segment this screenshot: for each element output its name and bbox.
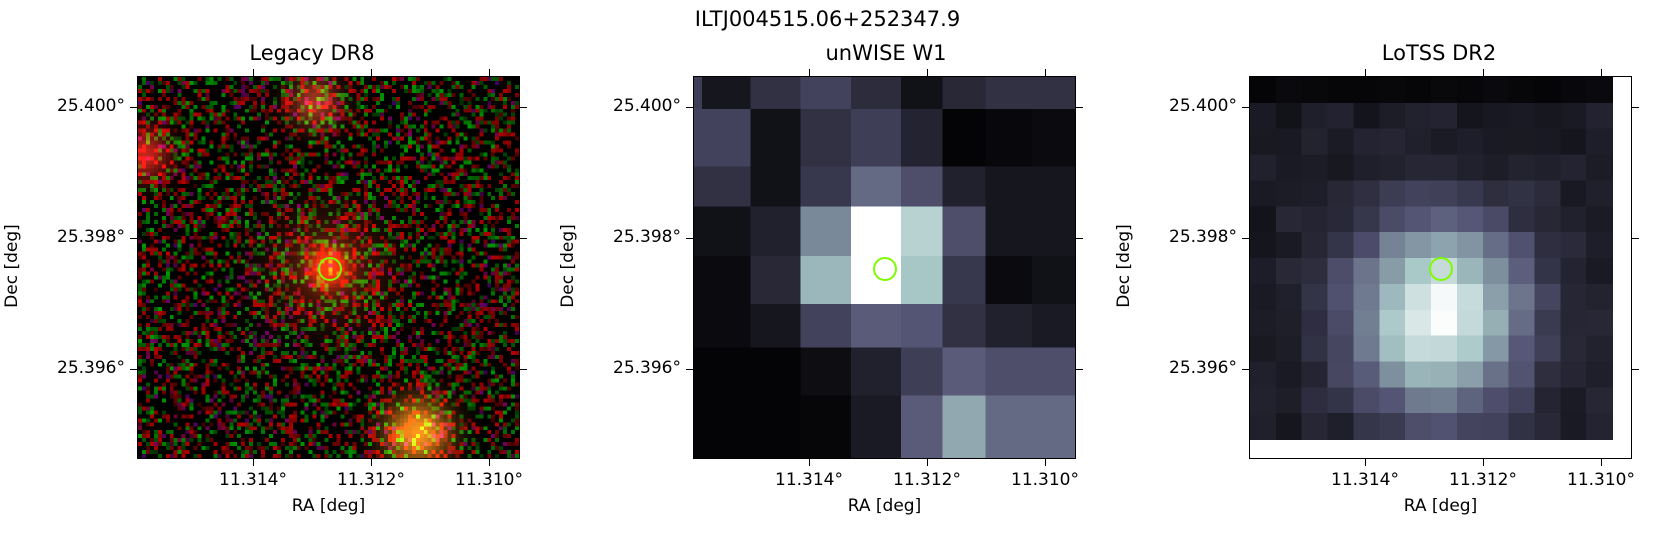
x-tick-top: [1483, 69, 1485, 76]
x-axis-title: RA [deg]: [1403, 496, 1478, 516]
y-tick-left: [1242, 107, 1249, 109]
x-tick-label: 11.314°: [219, 470, 287, 490]
y-tick-label: 25.398°: [57, 227, 125, 247]
x-tick-top: [927, 69, 929, 76]
y-tick-left: [686, 369, 693, 371]
y-tick-left: [130, 238, 137, 240]
y-tick-label: 25.396°: [613, 358, 681, 378]
y-tick-right: [1632, 369, 1639, 371]
source-marker-unwise: [873, 257, 897, 281]
x-tick-label: 11.310°: [1011, 470, 1079, 490]
y-tick-right: [520, 107, 527, 109]
x-tick-top: [371, 69, 373, 76]
x-tick-bottom: [809, 459, 811, 466]
x-tick-bottom: [1483, 459, 1485, 466]
x-tick-top: [1045, 69, 1047, 76]
x-tick-top: [1365, 69, 1367, 76]
y-tick-left: [686, 107, 693, 109]
y-tick-right: [1076, 107, 1083, 109]
x-tick-top: [809, 69, 811, 76]
x-tick-label: 11.314°: [1331, 470, 1399, 490]
y-tick-label: 25.398°: [1169, 227, 1237, 247]
y-tick-right: [520, 369, 527, 371]
source-marker-legacy: [318, 257, 342, 281]
y-tick-right: [520, 238, 527, 240]
x-axis-title: RA [deg]: [291, 496, 366, 516]
y-tick-right: [1076, 238, 1083, 240]
x-tick-label: 11.310°: [1567, 470, 1635, 490]
y-tick-label: 25.400°: [57, 96, 125, 116]
y-tick-left: [686, 238, 693, 240]
x-tick-bottom: [1045, 459, 1047, 466]
x-axis-title: RA [deg]: [847, 496, 922, 516]
x-tick-bottom: [489, 459, 491, 466]
figure-title: ILTJ004515.06+252347.9: [694, 7, 961, 31]
x-tick-label: 11.310°: [455, 470, 523, 490]
y-tick-label: 25.400°: [1169, 96, 1237, 116]
panel-title-unwise: unWISE W1: [825, 41, 947, 65]
y-tick-right: [1632, 238, 1639, 240]
panel-title-legacy: Legacy DR8: [249, 41, 375, 65]
x-tick-bottom: [253, 459, 255, 466]
x-tick-label: 11.314°: [775, 470, 843, 490]
x-tick-top: [1601, 69, 1603, 76]
x-tick-label: 11.312°: [1449, 470, 1517, 490]
y-axis-title: Dec [deg]: [2, 223, 22, 308]
panel-title-lotss: LoTSS DR2: [1381, 41, 1497, 65]
y-tick-left: [130, 107, 137, 109]
x-tick-label: 11.312°: [893, 470, 961, 490]
x-tick-bottom: [371, 459, 373, 466]
x-tick-bottom: [1601, 459, 1603, 466]
x-tick-bottom: [927, 459, 929, 466]
source-marker-lotss: [1429, 257, 1453, 281]
y-tick-label: 25.396°: [1169, 358, 1237, 378]
y-tick-left: [1242, 238, 1249, 240]
y-tick-left: [1242, 369, 1249, 371]
y-tick-right: [1632, 107, 1639, 109]
x-tick-top: [489, 69, 491, 76]
x-tick-label: 11.312°: [337, 470, 405, 490]
y-axis-title: Dec [deg]: [558, 223, 578, 308]
y-tick-label: 25.398°: [613, 227, 681, 247]
y-tick-left: [130, 369, 137, 371]
y-axis-title: Dec [deg]: [1114, 223, 1134, 308]
y-tick-label: 25.400°: [613, 96, 681, 116]
x-tick-top: [253, 69, 255, 76]
x-tick-bottom: [1365, 459, 1367, 466]
y-tick-label: 25.396°: [57, 358, 125, 378]
y-tick-right: [1076, 369, 1083, 371]
